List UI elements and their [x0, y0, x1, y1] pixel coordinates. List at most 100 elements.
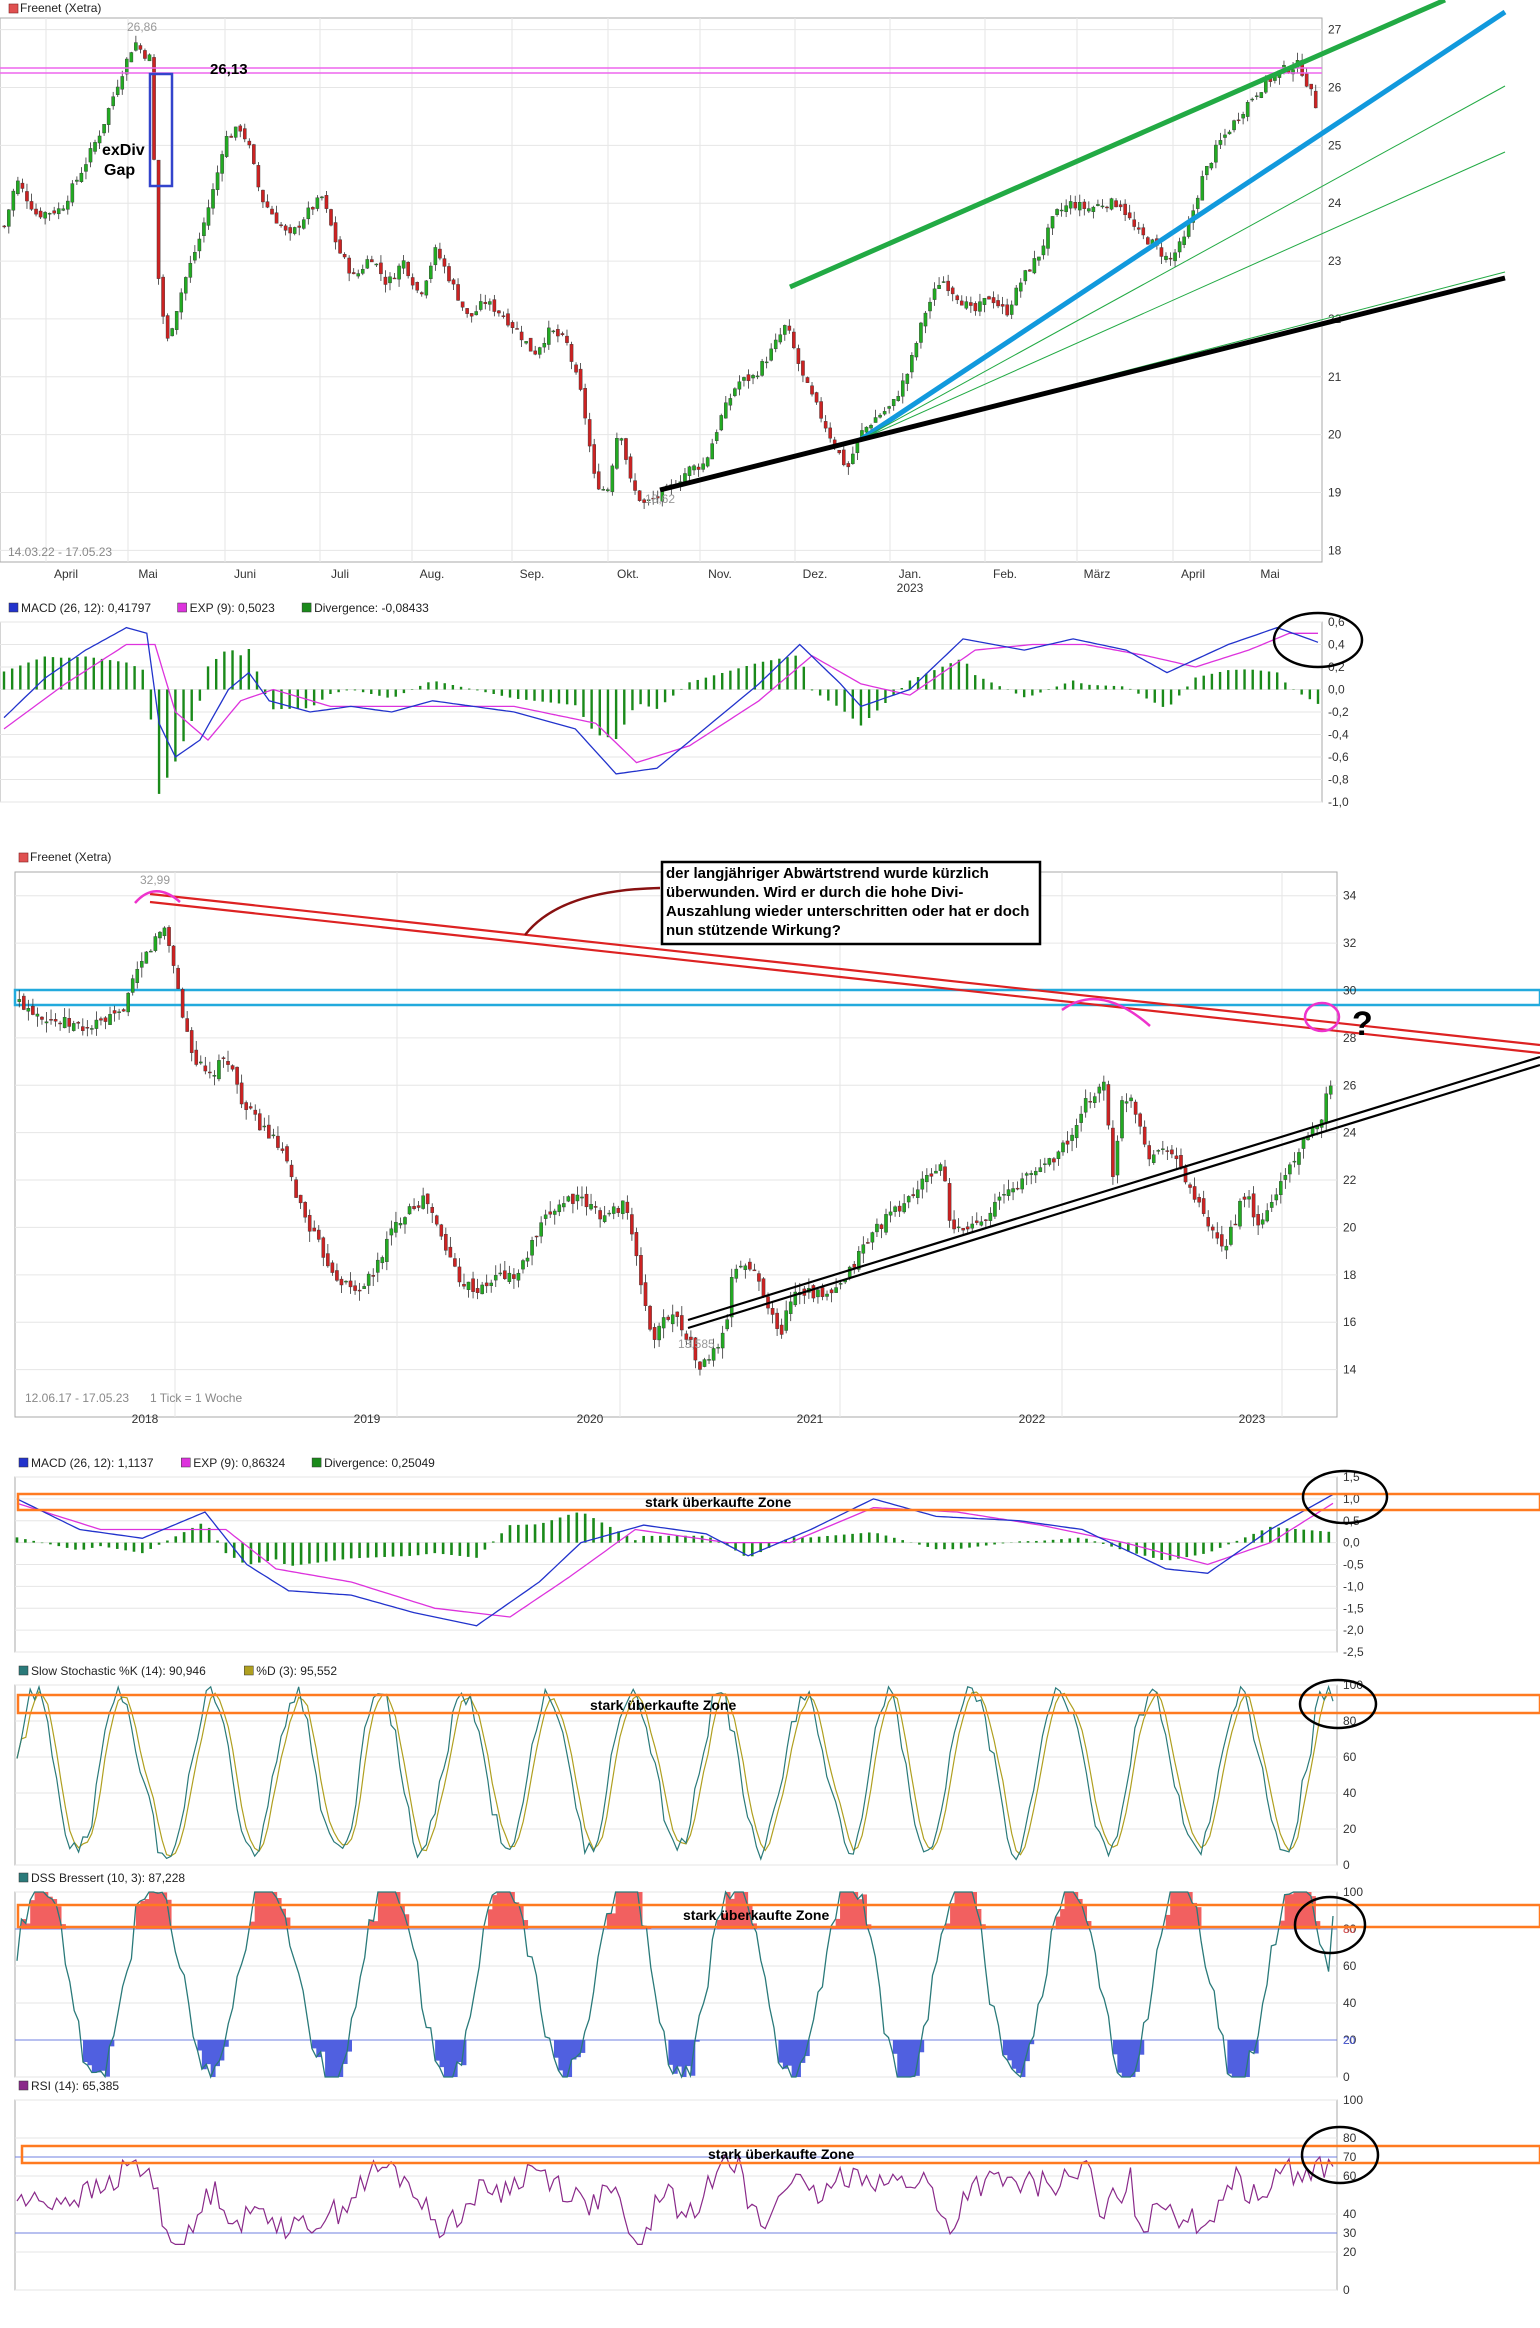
- p4-bar-170: [725, 1542, 729, 1546]
- p2-bar-112: [459, 686, 463, 690]
- p3-candle-67: [321, 1237, 326, 1258]
- p3-candle-170: [788, 1301, 793, 1314]
- p3-candle-157: [729, 1277, 734, 1318]
- p3-candle-110: [516, 1272, 521, 1281]
- p2-bar-248: [1014, 689, 1018, 694]
- p3-candle-91: [430, 1207, 435, 1213]
- p1-candle-93: [424, 280, 429, 296]
- p3-candle-210: [970, 1223, 975, 1229]
- p2-bar-130: [533, 689, 536, 701]
- p3-candle-49: [239, 1082, 244, 1105]
- p2-bar-242: [990, 682, 993, 690]
- zone-label-stoch: stark überkaufte Zone: [590, 1697, 736, 1713]
- p1-candle-231: [1050, 216, 1055, 229]
- p2-bar-38: [157, 689, 161, 794]
- p6-fill-low-280: [1249, 2040, 1255, 2051]
- p6-fill-high-242: [1082, 1905, 1088, 1929]
- p1-candle-130: [592, 444, 596, 474]
- p6-fill-high-6: [43, 1892, 49, 1929]
- p3-candle-184: [852, 1263, 857, 1268]
- p2-bar-70: [288, 689, 291, 709]
- p1-candle-257: [1168, 257, 1173, 260]
- p2-bar-296: [1210, 673, 1214, 690]
- p2-bar-88: [361, 689, 365, 693]
- p3-ytick-7: 28: [1343, 1031, 1357, 1045]
- p3-candle-224: [1033, 1170, 1038, 1176]
- p3-candle-256: [1179, 1155, 1183, 1167]
- p3-candle-50: [244, 1102, 248, 1110]
- p3-candle-30: [153, 936, 158, 951]
- p3-candle-153: [711, 1348, 716, 1361]
- p1-candle-134: [610, 465, 615, 492]
- p4-bar-118: [508, 1525, 512, 1543]
- p1-candle-195: [887, 406, 891, 409]
- p3-candle-216: [997, 1196, 1002, 1201]
- p3-candle-140: [652, 1327, 657, 1340]
- p4-bar-0: [15, 1537, 19, 1543]
- p3-candle-158: [734, 1268, 739, 1279]
- p3-candle-176: [816, 1289, 820, 1298]
- p3-candle-248: [1142, 1126, 1147, 1145]
- p4-bar-228: [968, 1542, 971, 1548]
- p2-bar-40: [166, 689, 169, 778]
- p6-fill-low-281: [1253, 2040, 1259, 2054]
- p6-ytick-3: 60: [1343, 1959, 1357, 1973]
- p3-candle-251: [1156, 1150, 1161, 1152]
- p3-candle-180: [834, 1287, 838, 1293]
- exdiv-gap-box: [148, 72, 174, 188]
- p3-candle-137: [639, 1255, 643, 1286]
- p4-bar-116: [500, 1533, 503, 1543]
- panel-daily-macd: MACD (26, 12): 0,41797 EXP (9): 0,5023 Div…: [0, 601, 1364, 809]
- p4-bar-12: [65, 1542, 69, 1548]
- p4-ytick-5: -1,0: [1343, 1579, 1364, 1593]
- p1-ytick-6: 24: [1328, 196, 1342, 210]
- p1-candle-69: [315, 197, 320, 209]
- p4-bar-158: [675, 1535, 679, 1543]
- p4-bar-278: [1177, 1542, 1180, 1559]
- p1-candle-150: [683, 473, 687, 482]
- p1-candle-229: [1041, 245, 1046, 256]
- p3-candle-101: [475, 1288, 480, 1293]
- p3-candle-69: [330, 1262, 335, 1273]
- p2-bar-152: [623, 689, 626, 725]
- p4-bar-190: [809, 1537, 813, 1543]
- p3-candle-32: [162, 927, 167, 937]
- p3-candle-268: [1233, 1223, 1238, 1226]
- p2-bar-66: [272, 689, 275, 710]
- p6-fill-high-287: [1280, 1920, 1286, 1929]
- p3-candle-239: [1102, 1081, 1106, 1091]
- p3-candle-252: [1161, 1148, 1165, 1150]
- p3-candle-51: [248, 1106, 253, 1109]
- p2-bar-164: [672, 689, 675, 696]
- p1-candle-39: [179, 292, 184, 313]
- p1-candle-102: [465, 308, 469, 314]
- p6-fill-high-57: [267, 1892, 273, 1929]
- p2-bar-194: [794, 655, 797, 690]
- p2-ytick-7: -0,8: [1328, 773, 1349, 787]
- p2-bar-86: [353, 689, 357, 691]
- p4-bar-288: [1218, 1542, 1222, 1548]
- p3-candle-78: [371, 1275, 376, 1277]
- p6-fill-low-275: [1227, 2040, 1233, 2074]
- zone-label-dss: stark überkaufte Zone: [683, 1907, 829, 1923]
- p3-candle-275: [1265, 1210, 1269, 1222]
- p3-candle-118: [552, 1210, 557, 1215]
- p2-bar-0: [2, 671, 6, 690]
- p1-candle-11: [52, 210, 56, 214]
- p4-bar-108: [466, 1542, 470, 1557]
- p3-candle-63: [303, 1202, 307, 1218]
- p3-candle-178: [825, 1293, 829, 1297]
- p3-candle-48: [235, 1066, 239, 1085]
- p1-candle-142: [646, 499, 651, 501]
- p1-candle-190: [864, 426, 869, 433]
- p3-candle-42: [208, 1071, 212, 1074]
- p3-candle-81: [385, 1238, 389, 1262]
- p2-bar-314: [1284, 682, 1287, 690]
- p3-candle-161: [748, 1261, 752, 1270]
- p6-fill-high-1: [21, 1919, 27, 1929]
- p1-candle-171: [778, 334, 783, 343]
- p3-candle-177: [820, 1287, 825, 1297]
- p6-fill-low-227: [1016, 2040, 1022, 2074]
- p3-candle-15: [85, 1027, 90, 1029]
- gap-label: Gap: [104, 162, 135, 179]
